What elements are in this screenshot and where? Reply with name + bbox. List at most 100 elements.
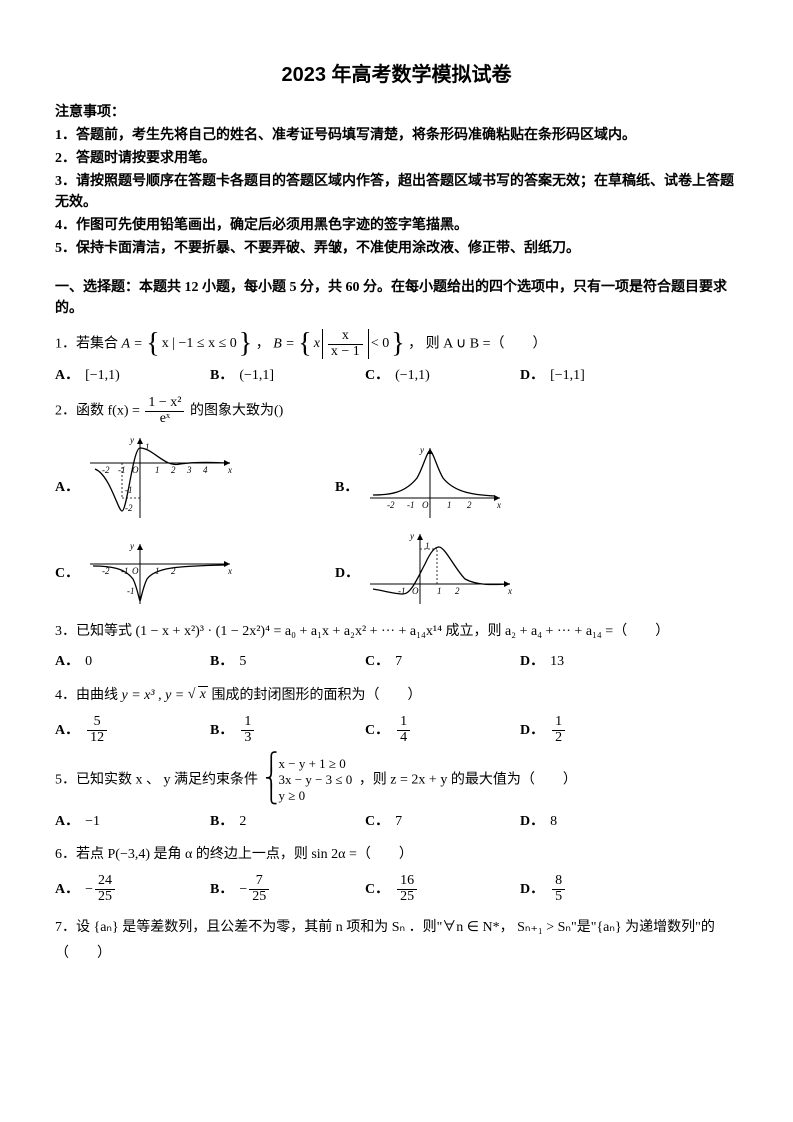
q6-opt-D: D．85 xyxy=(520,874,675,904)
question-3: 3．已知等式 (1 − x + x²)³ · (1 − 2x²)⁴ = a₀ +… xyxy=(55,619,738,646)
q3-opt-A: A．0 xyxy=(55,651,210,672)
q1-B-lhs: B = xyxy=(273,336,298,351)
q3-opt-C: C．7 xyxy=(365,651,520,672)
q5-system: x − y + 1 ≥ 0 3x − y − 3 ≤ 0 y ≥ 0 xyxy=(265,756,353,805)
q1-options: A．[−1,1) B．(−1,1] C．(−1,1) D．[−1,1] xyxy=(55,365,738,386)
q5-opt-A-val: −1 xyxy=(85,811,100,832)
question-5: 5．已知实数 x 、 y 满足约束条件 x − y + 1 ≥ 0 3x − y… xyxy=(55,756,738,805)
notice-line: 1．答题前，考生先将自己的姓名、准考证号码填写清楚，将条形码准确粘贴在条形码区域… xyxy=(55,125,738,146)
q1-opt-D-val: [−1,1] xyxy=(550,365,585,386)
q1-opt-C: C．(−1,1) xyxy=(365,365,520,386)
q1-B-num: x xyxy=(328,329,363,345)
q3-opt-B-val: 5 xyxy=(239,651,246,672)
q6-options: A．− 2425 B．− 725 C．1625 D．85 xyxy=(55,874,738,904)
q2-num: 1 − x² xyxy=(145,396,184,412)
q1-A-lhs: A = xyxy=(122,336,147,351)
q2-pre: 2．函数 f(x) = xyxy=(55,404,143,419)
svg-text:-2: -2 xyxy=(125,503,133,513)
svg-text:x: x xyxy=(227,566,232,576)
q1-opt-B-val: (−1,1] xyxy=(239,365,274,386)
q2-label-D: D． xyxy=(335,563,365,609)
q6-A-pre: − xyxy=(85,879,93,900)
svg-text:1: 1 xyxy=(437,586,442,596)
notice-line: 5．保持卡面清洁，不要折暴、不要弄破、弄皱，不准使用涂改液、修正带、刮纸刀。 xyxy=(55,238,738,259)
q1-A-set-body: x | −1 ≤ x ≤ 0 xyxy=(162,331,237,358)
q4-B-n: 1 xyxy=(241,715,254,731)
q2-graph-B: xy O -2-1 12 xyxy=(365,443,505,523)
q5-pre: 5．已知实数 x 、 y 满足约束条件 xyxy=(55,772,262,787)
q1-mid: ， xyxy=(256,336,274,351)
q1-B-x: x xyxy=(314,331,320,358)
q2-row-1: A． xy O 1 -1-2 1234 -1-2 B． xy O -2-1 12 xyxy=(55,433,738,523)
q3-opt-D: D．13 xyxy=(520,651,675,672)
q2-label-C: C． xyxy=(55,563,85,609)
q1-B-den: x − 1 xyxy=(328,345,363,360)
svg-text:1: 1 xyxy=(155,465,160,475)
notice-header: 注意事项： xyxy=(55,102,738,123)
q6-B-pre: − xyxy=(239,879,247,900)
q3-options: A．0 B．5 C．7 D．13 xyxy=(55,651,738,672)
svg-text:2: 2 xyxy=(467,500,472,510)
q1-opt-D: D．[−1,1] xyxy=(520,365,675,386)
q1-B-frac: x x − 1 xyxy=(328,329,363,359)
q6-D-d: 5 xyxy=(552,890,565,905)
q4-opt-C: C．14 xyxy=(365,715,520,745)
q5-opt-A: A．−1 xyxy=(55,811,210,832)
q5-opt-D-val: 8 xyxy=(550,811,557,832)
svg-text:O: O xyxy=(422,500,429,510)
svg-text:y: y xyxy=(129,541,134,551)
q4-opt-A: A．512 xyxy=(55,715,210,745)
q4-text-pre: 4．由曲线 y = x³ , y = x 围成的封闭图形的面积为（ ） xyxy=(55,688,421,703)
svg-text:-1: -1 xyxy=(118,465,126,475)
svg-text:x: x xyxy=(227,465,232,475)
q4-opt-D: D．12 xyxy=(520,715,675,745)
question-6: 6．若点 P(−3,4) 是角 α 的终边上一点，则 sin 2α =（ ） xyxy=(55,842,738,869)
q1-pre: 1．若集合 xyxy=(55,336,122,351)
q6-opt-B: B．− 725 xyxy=(210,874,365,904)
question-7: 7．设 {aₙ} 是等差数列，且公差不为零，其前 n 项和为 Sₙ ．则"∀n … xyxy=(55,915,738,968)
q6-A-d: 25 xyxy=(95,890,115,905)
svg-text:2: 2 xyxy=(455,586,460,596)
question-4: 4．由曲线 y = x³ , y = x 围成的封闭图形的面积为（ ） xyxy=(55,682,738,709)
q6-B-d: 25 xyxy=(249,890,269,905)
q2-label-B: B． xyxy=(335,477,365,523)
q2-tail: 的图象大致为() xyxy=(190,404,283,419)
page-title: 2023 年高考数学模拟试卷 xyxy=(55,60,738,90)
svg-text:y: y xyxy=(129,435,134,445)
svg-text:O: O xyxy=(412,586,419,596)
q1-B-abs: x x − 1 xyxy=(322,329,369,359)
q1-B-set: x x x − 1 < 0 xyxy=(298,329,404,359)
q5-r3: y ≥ 0 xyxy=(279,788,353,804)
q5-options: A．−1 B．2 C．7 D．8 xyxy=(55,811,738,832)
q6-C-d: 25 xyxy=(397,890,417,905)
svg-text:y: y xyxy=(419,445,424,455)
q2-graph-D: xy O 1 -1 12 xyxy=(365,529,515,609)
svg-text:-2: -2 xyxy=(102,465,110,475)
q2-row-2: C． xy O -2-1 12 -1 D． xy O 1 -1 12 xyxy=(55,529,738,609)
q1-B-cmp: < 0 xyxy=(371,331,389,358)
q3-opt-D-val: 13 xyxy=(550,651,564,672)
svg-text:-2: -2 xyxy=(387,500,395,510)
svg-text:4: 4 xyxy=(203,465,208,475)
notice-line: 2．答题时请按要求用笔。 xyxy=(55,148,738,169)
q5-opt-B: B．2 xyxy=(210,811,365,832)
q6-A-n: 24 xyxy=(95,874,115,890)
svg-text:x: x xyxy=(507,586,512,596)
q5-r1: x − y + 1 ≥ 0 xyxy=(279,756,353,772)
q5-opt-C-val: 7 xyxy=(395,811,402,832)
q4-D-n: 1 xyxy=(552,715,565,731)
q5-opt-C: C．7 xyxy=(365,811,520,832)
svg-text:y: y xyxy=(409,531,414,541)
q4-options: A．512 B．13 C．14 D．12 xyxy=(55,715,738,745)
q4-A-d: 12 xyxy=(87,731,107,746)
svg-text:-1: -1 xyxy=(407,500,415,510)
q1-opt-A-val: [−1,1) xyxy=(85,365,120,386)
q4-A-n: 5 xyxy=(87,715,107,731)
q6-D-n: 8 xyxy=(552,874,565,890)
q5-tail: ，则 z = 2x + y 的最大值为（ ） xyxy=(359,772,577,787)
section-heading: 一、选择题：本题共 12 小题，每小题 5 分，共 60 分。在每小题给出的四个… xyxy=(55,277,738,319)
svg-text:3: 3 xyxy=(186,465,192,475)
q1-opt-B: B．(−1,1] xyxy=(210,365,365,386)
q4-B-d: 3 xyxy=(241,731,254,746)
q2-den: eˣ xyxy=(145,412,184,427)
